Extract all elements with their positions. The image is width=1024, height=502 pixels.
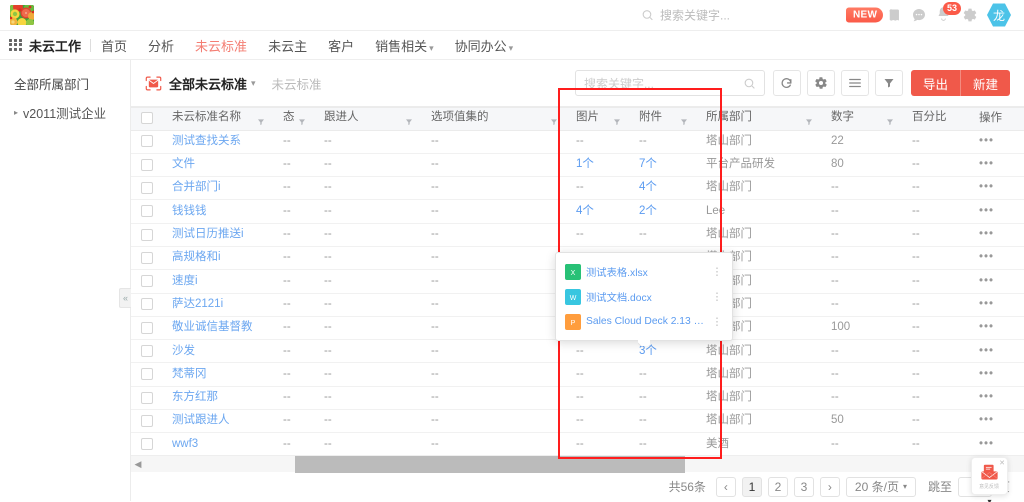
svg-text:W: W (570, 295, 577, 302)
svg-text:X: X (571, 270, 576, 277)
svg-text:P: P (571, 320, 576, 327)
